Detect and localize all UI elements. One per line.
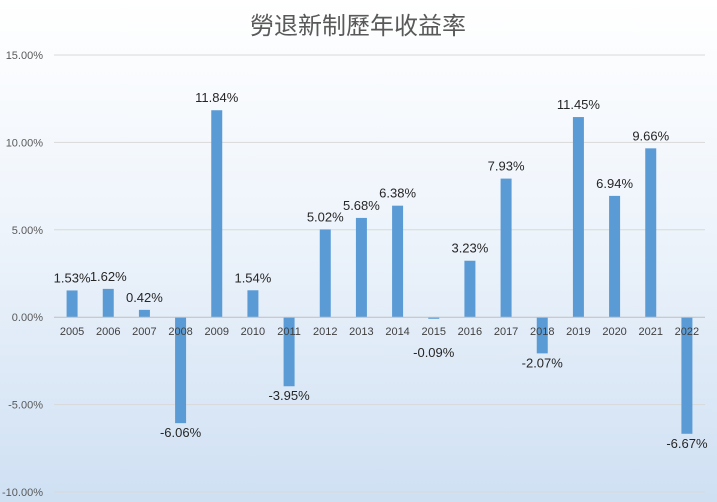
x-tick-label: 2016: [458, 326, 482, 338]
x-tick-label: 2006: [96, 326, 120, 338]
bars: [66, 110, 693, 434]
data-label: -3.95%: [268, 388, 310, 403]
x-tick-label: 2021: [639, 326, 663, 338]
y-tick-label: -5.00%: [8, 400, 43, 412]
y-tick-label: 5.00%: [12, 225, 43, 237]
data-label: 5.68%: [343, 198, 380, 213]
bar: [609, 195, 621, 318]
x-tick-label: 2011: [277, 326, 301, 338]
bar: [464, 260, 476, 318]
x-tick-label: 2018: [530, 326, 554, 338]
data-label: -6.67%: [666, 436, 708, 451]
x-tick-label: 2015: [422, 326, 446, 338]
data-label: 3.23%: [451, 241, 488, 256]
y-tick-label: -10.00%: [2, 487, 43, 499]
x-tick-label: 2007: [132, 326, 156, 338]
data-label: 1.62%: [90, 269, 127, 284]
data-label: 6.38%: [379, 186, 416, 201]
bar: [572, 117, 584, 318]
chart-title: 勞退新制歷年收益率: [250, 12, 466, 40]
data-label: 11.84%: [195, 90, 239, 105]
data-label: -0.09%: [413, 345, 455, 360]
gridlines: [54, 54, 705, 493]
x-tick-label: 2022: [675, 326, 699, 338]
x-tick-label: 2014: [385, 326, 409, 338]
data-label: 0.42%: [126, 290, 163, 305]
bar: [392, 205, 404, 318]
x-tick-label: 2010: [241, 326, 265, 338]
bar: [211, 110, 223, 318]
bar: [500, 178, 512, 318]
data-label: 1.54%: [234, 270, 271, 285]
bar: [283, 317, 295, 387]
x-tick-label: 2013: [349, 326, 373, 338]
y-tick-label: 10.00%: [6, 137, 44, 149]
x-tick-label: 2020: [602, 326, 626, 338]
bar: [66, 290, 78, 318]
bar: [355, 217, 367, 318]
y-tick-label: 0.00%: [12, 312, 43, 324]
bar: [536, 317, 548, 354]
data-label: 1.53%: [54, 270, 91, 285]
x-tick-label: 2019: [566, 326, 590, 338]
x-tick-label: 2017: [494, 326, 518, 338]
x-tick-label: 2008: [168, 326, 192, 338]
data-label: 11.45%: [557, 97, 601, 112]
bar: [175, 317, 187, 424]
data-label: 6.94%: [596, 176, 633, 191]
bar: [319, 229, 331, 318]
x-tick-label: 2005: [60, 326, 84, 338]
x-tick-label: 2009: [205, 326, 229, 338]
bar: [428, 317, 440, 319]
data-labels: 1.53% 1.62% 0.42% -6.06% 11.84% 1.54% -3.95% 5.…: [54, 90, 708, 451]
bar: [645, 148, 657, 318]
bar: [102, 288, 114, 318]
y-tick-label: 15.00%: [6, 50, 44, 62]
data-label: 7.93%: [488, 159, 525, 174]
data-label: -2.07%: [522, 355, 564, 370]
data-label: -6.06%: [160, 425, 202, 440]
bar: [138, 309, 150, 318]
x-axis-ticks: 2005 2006 2007 2008 2009 2010 2011 2012 2013 2014…: [60, 326, 699, 338]
bar: [247, 290, 259, 318]
data-label: 9.66%: [632, 128, 669, 143]
bar: [681, 317, 693, 434]
x-tick-label: 2012: [313, 326, 337, 338]
y-axis-ticks: 15.00% 10.00% 5.00% 0.00% -5.00% -10.00%: [2, 50, 43, 499]
data-label: 5.02%: [307, 209, 344, 224]
